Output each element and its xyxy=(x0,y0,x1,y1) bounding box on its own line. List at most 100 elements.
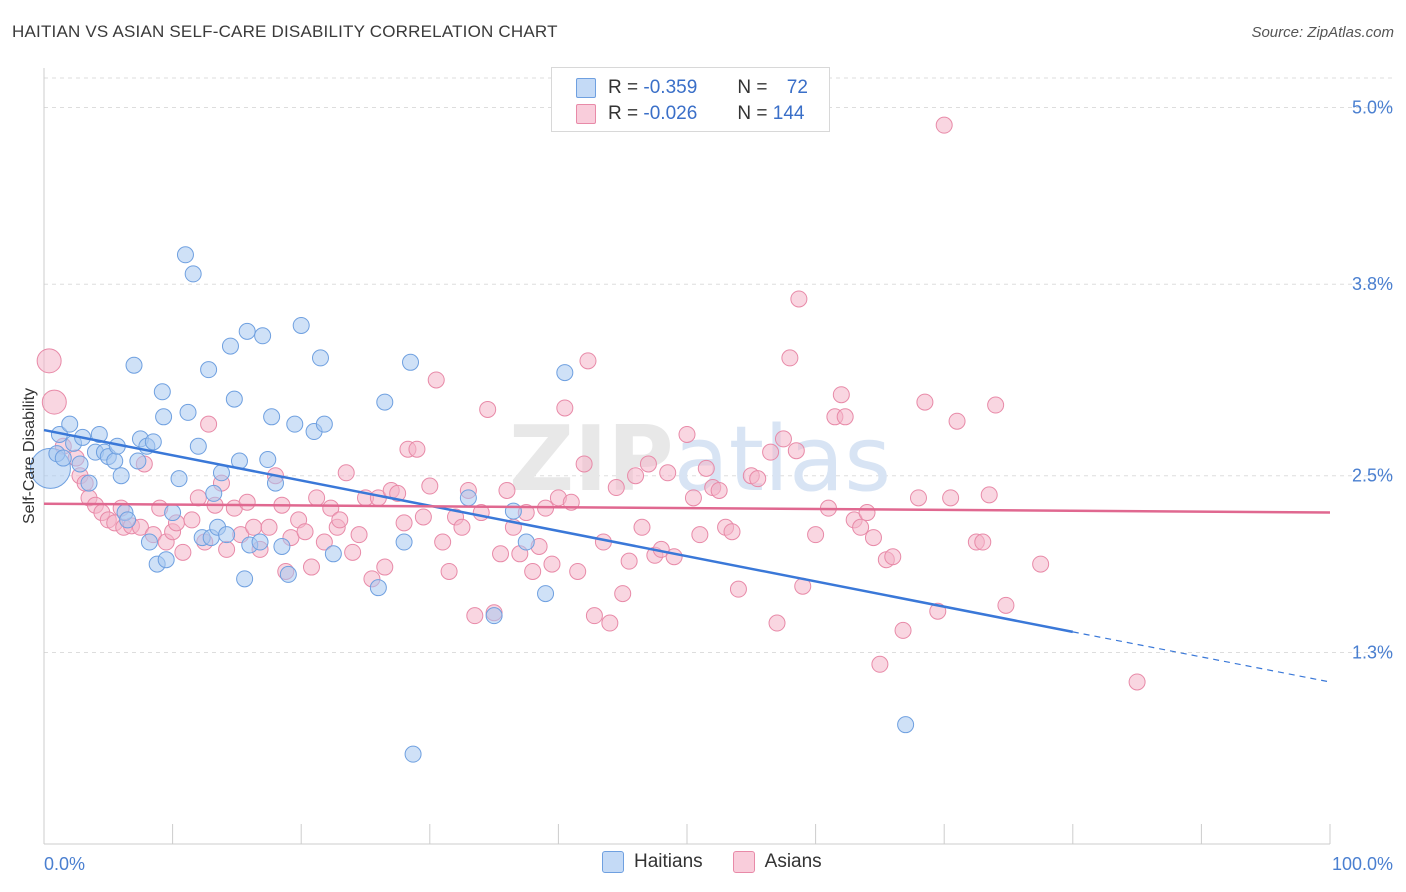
asians-point xyxy=(337,464,355,482)
y-axis-label: Self-Care Disability xyxy=(21,388,38,524)
source-label: Source: ZipAtlas.com xyxy=(1251,24,1394,41)
legend-row-asians: R = -0.026 N = 144 xyxy=(576,102,804,126)
asians-point xyxy=(395,514,413,532)
haitians-point xyxy=(80,474,98,492)
haitians-point xyxy=(184,265,202,283)
asians-point xyxy=(414,508,432,526)
haitians-point xyxy=(897,716,915,734)
asians-point xyxy=(987,396,1005,414)
y-tick-labels: 1.3% 2.5% 3.8% 5.0% xyxy=(1352,97,1393,662)
asians-point xyxy=(376,558,394,576)
asians-point xyxy=(498,481,516,499)
asians-point xyxy=(697,459,715,477)
haitians-point xyxy=(238,322,256,340)
asians-point xyxy=(543,555,561,573)
haitians-point xyxy=(236,570,254,588)
asians-point xyxy=(807,526,825,544)
haitians-point xyxy=(404,745,422,763)
legend-n-label: N = xyxy=(737,77,768,98)
haitians-point xyxy=(170,470,188,488)
haitians-point xyxy=(164,504,182,522)
haitians-point xyxy=(221,337,239,355)
asians-point xyxy=(421,477,439,495)
asians-point xyxy=(678,425,696,443)
asians-point xyxy=(916,393,934,411)
asians-point xyxy=(627,467,645,485)
asians-point xyxy=(36,348,62,374)
haitians-point xyxy=(556,364,574,382)
asians-point xyxy=(774,430,792,448)
legend-r-label: R = xyxy=(608,103,639,124)
asians-point xyxy=(466,607,484,625)
asians-point xyxy=(942,489,960,507)
asians-point xyxy=(183,511,201,529)
asians-point xyxy=(691,526,709,544)
legend-swatch-asians xyxy=(732,851,755,873)
asians-point xyxy=(218,540,236,558)
asians-point xyxy=(909,489,927,507)
asians-point xyxy=(556,399,574,417)
haitians-point xyxy=(504,502,522,520)
haitians-point xyxy=(71,455,89,473)
asians-point xyxy=(620,552,638,570)
asians-point xyxy=(434,533,452,551)
haitians-point xyxy=(315,415,333,433)
x-tick-label-min: 0.0% xyxy=(44,854,85,874)
asians-point xyxy=(238,493,256,511)
haitians-point xyxy=(155,408,173,426)
asians-point xyxy=(684,489,702,507)
haitians-point xyxy=(273,537,291,555)
trend-lines xyxy=(43,428,1331,683)
asians-point xyxy=(790,290,808,308)
haitians-point xyxy=(369,579,387,597)
asians-point xyxy=(894,621,912,639)
legend-swatch-haitians xyxy=(576,78,596,98)
correlation-legend: R = -0.359 N = 72 R = -0.026 N = 144 xyxy=(551,67,830,132)
legend-n-value: 72 xyxy=(786,77,808,98)
haitians-point xyxy=(395,533,413,551)
series-legend: Haitians Asians xyxy=(602,851,852,873)
asians-point xyxy=(858,504,876,522)
asians-point xyxy=(315,533,333,551)
asians-point xyxy=(871,655,889,673)
haitians-point xyxy=(157,551,175,569)
asians-point xyxy=(614,585,632,603)
haitians-trend-extension xyxy=(1072,631,1331,683)
legend-item-haitians[interactable]: Haitians xyxy=(602,851,703,873)
haitians-point xyxy=(286,415,304,433)
asians-point xyxy=(569,562,587,580)
asians-point xyxy=(884,548,902,566)
asians-point xyxy=(729,580,747,598)
haitians-point xyxy=(376,393,394,411)
asians-point xyxy=(1032,555,1050,573)
asians-point xyxy=(331,511,349,529)
asians-point xyxy=(296,523,314,541)
asians-point xyxy=(344,543,362,561)
haitians-point xyxy=(485,607,503,625)
asians-point xyxy=(836,408,854,426)
legend-n-value: 144 xyxy=(772,103,805,124)
haitians-point xyxy=(176,246,194,264)
asians-point xyxy=(749,470,767,488)
haitians-point xyxy=(324,545,342,563)
haitians-point xyxy=(402,353,420,371)
legend-swatch-asians xyxy=(576,104,596,124)
legend-label-asians: Asians xyxy=(764,851,822,872)
asians-point xyxy=(189,489,207,507)
haitians-point xyxy=(263,408,281,426)
haitians-point xyxy=(254,327,272,345)
haitians-point xyxy=(112,467,130,485)
asians-point xyxy=(723,523,741,541)
haitians-point xyxy=(259,451,277,469)
haitians-point xyxy=(129,452,147,470)
asians-point xyxy=(974,533,992,551)
asians-point xyxy=(585,607,603,625)
asians-point xyxy=(864,529,882,547)
asians-point xyxy=(710,481,728,499)
legend-item-asians[interactable]: Asians xyxy=(732,851,822,873)
gridlines xyxy=(44,77,1392,653)
chart-title: HAITIAN VS ASIAN SELF-CARE DISABILITY CO… xyxy=(12,22,558,41)
x-tick-label-max: 100.0% xyxy=(1332,854,1393,874)
legend-r-value: -0.359 xyxy=(643,77,698,98)
haitians-point xyxy=(119,511,137,529)
